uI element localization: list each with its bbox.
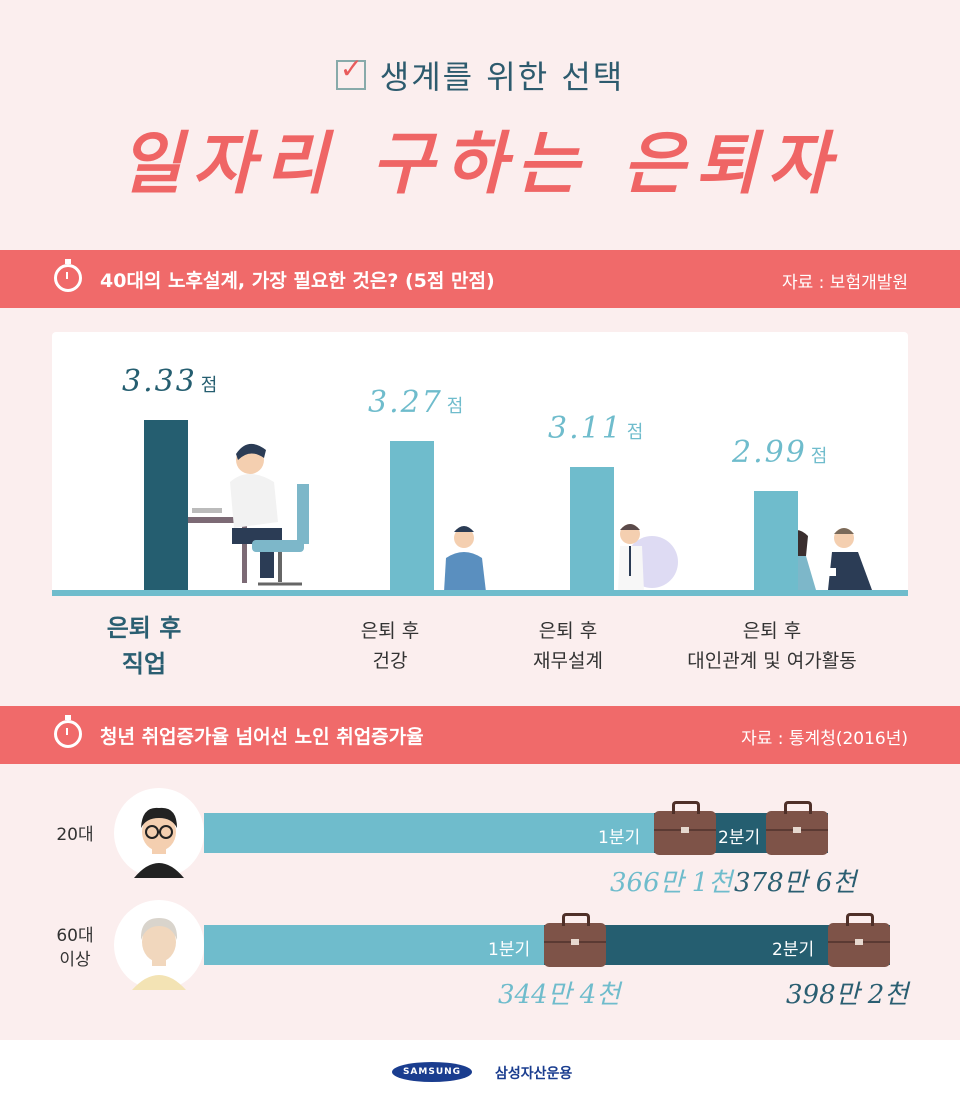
- section1-title: 40대의 노후설계, 가장 필요한 것은? (5점 만점): [100, 270, 495, 292]
- chart-panel: 3.33 점 3.27 점 3.11 점 2.99 점: [52, 332, 908, 596]
- section2-banner: 청년 취업증가율 넘어선 노인 취업증가율 자료 : 통계청(2016년): [0, 706, 960, 764]
- bar-20s-q1: [204, 813, 654, 853]
- bar-value-label-0: 3.33 점: [122, 364, 220, 399]
- row1-q1-value: 366만 1천: [610, 868, 733, 898]
- footer: SAMSUNG 삼성자산운용: [0, 1040, 960, 1100]
- main-title: 일자리 구하는 은퇴자: [119, 125, 841, 204]
- bar-60s-q1: [204, 925, 544, 965]
- category-label-2: 은퇴 후 재무설계: [533, 620, 603, 672]
- section2-title: 청년 취업증가율 넘어선 노인 취업증가율: [100, 726, 424, 748]
- subtitle-text: 생계를 위한 선택: [379, 58, 625, 96]
- checkbox-icon: ✓: [335, 52, 366, 90]
- row2-q2-value: 398만 2천: [786, 980, 909, 1010]
- bar-2: [570, 467, 614, 590]
- briefcase-icon: [544, 913, 606, 967]
- bar-0: [144, 420, 188, 590]
- section1-banner: 40대의 노후설계, 가장 필요한 것은? (5점 만점) 자료 : 보험개발원: [0, 250, 960, 308]
- office-worker-illustration: [172, 443, 309, 586]
- briefcase-icon: [766, 801, 828, 855]
- row1-q1-label: 1분기: [598, 828, 641, 848]
- samsung-logo: SAMSUNG: [392, 1062, 472, 1082]
- row2-q2-label: 2분기: [772, 940, 815, 960]
- young-person-avatar: [114, 788, 204, 878]
- briefcase-icon: [654, 801, 716, 855]
- stopwatch-icon: [54, 259, 82, 292]
- social-illustration: [786, 528, 872, 590]
- bar-value-label-2: 3.11 점: [548, 411, 646, 446]
- bar-1: [390, 441, 434, 590]
- row2-q1-value: 344만 4천: [498, 980, 621, 1010]
- row2-q1-label: 1분기: [488, 940, 531, 960]
- row1-q2-value: 378만 6천: [734, 868, 857, 898]
- young-person-icon: [134, 807, 184, 878]
- section2-source: 자료 : 통계청(2016년): [741, 729, 908, 749]
- senior-person-avatar: [114, 900, 204, 990]
- stopwatch-icon: [54, 715, 82, 748]
- company-name: 삼성자산운용: [495, 1066, 573, 1082]
- category-label-0: 은퇴 후 직업: [106, 614, 182, 678]
- bar-value-label-3: 2.99 점: [732, 435, 830, 470]
- senior-person-icon: [132, 918, 186, 990]
- category-label-1: 은퇴 후 건강: [360, 620, 420, 672]
- briefcase-icon: [828, 913, 890, 967]
- bar-value-label-1: 3.27 점: [368, 385, 466, 420]
- row1-q2-label: 2분기: [718, 828, 761, 848]
- subtitle: ✓ 생계를 위한 선택: [0, 52, 960, 98]
- chart-baseline: [52, 590, 908, 596]
- row-label-60s: 60대 이상: [56, 926, 94, 970]
- section1-source: 자료 : 보험개발원: [781, 273, 908, 293]
- bar-3: [754, 491, 798, 590]
- row-label-20s: 20대: [56, 825, 94, 845]
- category-label-3: 은퇴 후 대인관계 및 여가활동: [687, 620, 857, 672]
